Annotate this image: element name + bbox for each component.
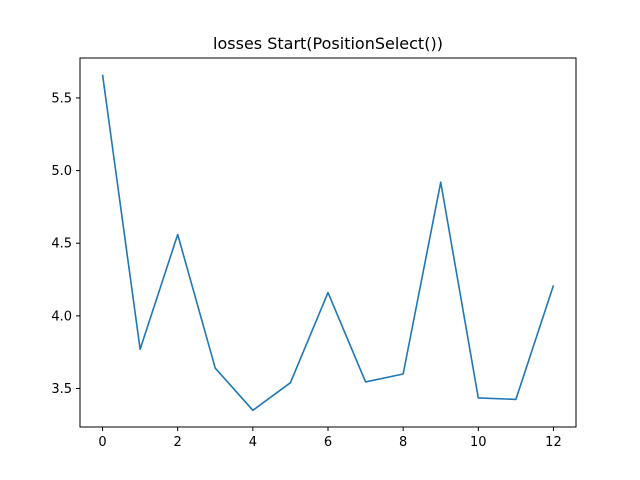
x-tick-label: 4 bbox=[249, 435, 257, 450]
y-tick-label: 5.0 bbox=[51, 164, 72, 179]
x-tick-label: 8 bbox=[399, 435, 407, 450]
plot-area bbox=[101, 74, 555, 412]
x-tick-label: 10 bbox=[470, 435, 487, 450]
series-line bbox=[101, 74, 555, 412]
chart-title: losses Start(PositionSelect()) bbox=[213, 34, 443, 53]
y-tick-label: 3.5 bbox=[51, 382, 72, 397]
y-tick-label: 4.5 bbox=[51, 237, 72, 252]
y-tick-label: 4.0 bbox=[51, 309, 72, 324]
x-tick-label: 6 bbox=[324, 435, 332, 450]
y-axis: 3.5 4.0 4.5 5.0 5.5 bbox=[51, 91, 80, 397]
y-tick-label: 5.5 bbox=[51, 91, 72, 106]
x-tick-label: 0 bbox=[98, 435, 106, 450]
axes-frame bbox=[79, 57, 577, 428]
x-tick-label: 12 bbox=[545, 435, 562, 450]
x-tick-label: 2 bbox=[174, 435, 182, 450]
x-axis: 0 2 4 6 8 10 12 bbox=[98, 427, 562, 450]
